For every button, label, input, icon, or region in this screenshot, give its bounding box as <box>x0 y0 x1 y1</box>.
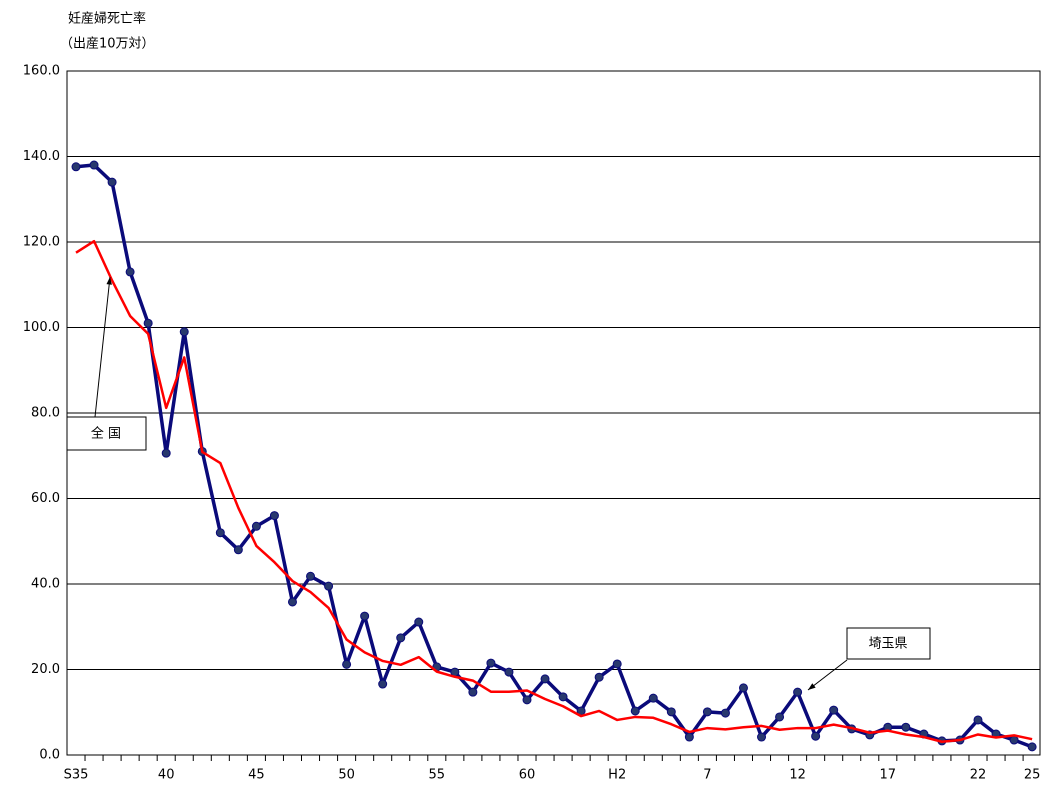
callout-line <box>94 276 111 418</box>
point <box>738 683 748 693</box>
point <box>811 731 821 741</box>
point <box>775 712 785 722</box>
callout-line <box>807 659 848 691</box>
point <box>757 732 767 742</box>
point <box>1027 742 1037 752</box>
callout-label: 埼玉県 <box>868 637 907 652</box>
point <box>251 521 261 531</box>
y-tick-label: 60.0 <box>31 491 60 506</box>
point <box>558 692 568 702</box>
y-tick-label: 160.0 <box>23 64 60 79</box>
chart-subtitle: （出産10万対） <box>60 36 155 52</box>
x-tick-label: 17 <box>880 768 897 783</box>
x-tick-label: 40 <box>158 768 175 783</box>
point <box>179 327 189 337</box>
point <box>504 667 514 677</box>
point <box>125 267 135 277</box>
point <box>287 597 297 607</box>
x-tick-label: 7 <box>703 768 711 783</box>
x-tick-label: S35 <box>64 768 89 783</box>
series-line <box>75 163 1033 749</box>
point <box>684 732 694 742</box>
point <box>468 687 478 697</box>
point <box>306 571 316 581</box>
x-tick-label: H2 <box>608 768 626 783</box>
y-tick-label: 140.0 <box>23 149 60 164</box>
plot-border <box>66 70 1041 756</box>
point <box>269 511 279 521</box>
point <box>143 318 153 328</box>
callout-label: 全 国 <box>91 426 121 442</box>
point <box>342 659 352 669</box>
point <box>612 659 622 669</box>
chart-title: 妊産婦死亡率 <box>68 11 146 27</box>
y-tick-label: 120.0 <box>23 235 60 250</box>
point <box>233 545 243 555</box>
x-tick-label: 22 <box>970 768 987 783</box>
point <box>973 715 983 725</box>
point <box>215 528 225 538</box>
point <box>486 658 496 668</box>
x-tick-label: 55 <box>429 768 446 783</box>
point <box>89 160 99 170</box>
y-tick-label: 100.0 <box>23 320 60 335</box>
callout-box <box>846 627 931 660</box>
point <box>594 672 604 682</box>
x-tick-label: 50 <box>338 768 355 783</box>
point <box>630 706 640 716</box>
callout-arrowhead <box>808 683 816 690</box>
point <box>161 448 171 458</box>
point <box>666 707 676 717</box>
point <box>324 581 334 591</box>
point <box>540 674 550 684</box>
point <box>720 708 730 718</box>
y-tick-label: 20.0 <box>31 662 60 677</box>
x-tick-label: 25 <box>1024 768 1041 783</box>
callout-arrowhead <box>106 277 112 285</box>
point <box>414 617 424 627</box>
point <box>648 693 658 703</box>
x-tick-label: 12 <box>789 768 806 783</box>
point <box>360 611 370 621</box>
point <box>396 633 406 643</box>
callout-box <box>66 416 147 451</box>
point <box>793 687 803 697</box>
point <box>522 695 532 705</box>
y-tick-label: 0.0 <box>39 748 60 763</box>
point <box>702 707 712 717</box>
point <box>71 162 81 172</box>
x-tick-label: 45 <box>248 768 265 783</box>
point <box>1009 735 1019 745</box>
y-tick-label: 80.0 <box>31 406 60 421</box>
point <box>378 679 388 689</box>
series-line <box>75 239 1033 743</box>
point <box>901 722 911 732</box>
point <box>107 177 117 187</box>
point <box>829 705 839 715</box>
y-tick-label: 40.0 <box>31 577 60 592</box>
x-tick-label: 60 <box>519 768 536 783</box>
